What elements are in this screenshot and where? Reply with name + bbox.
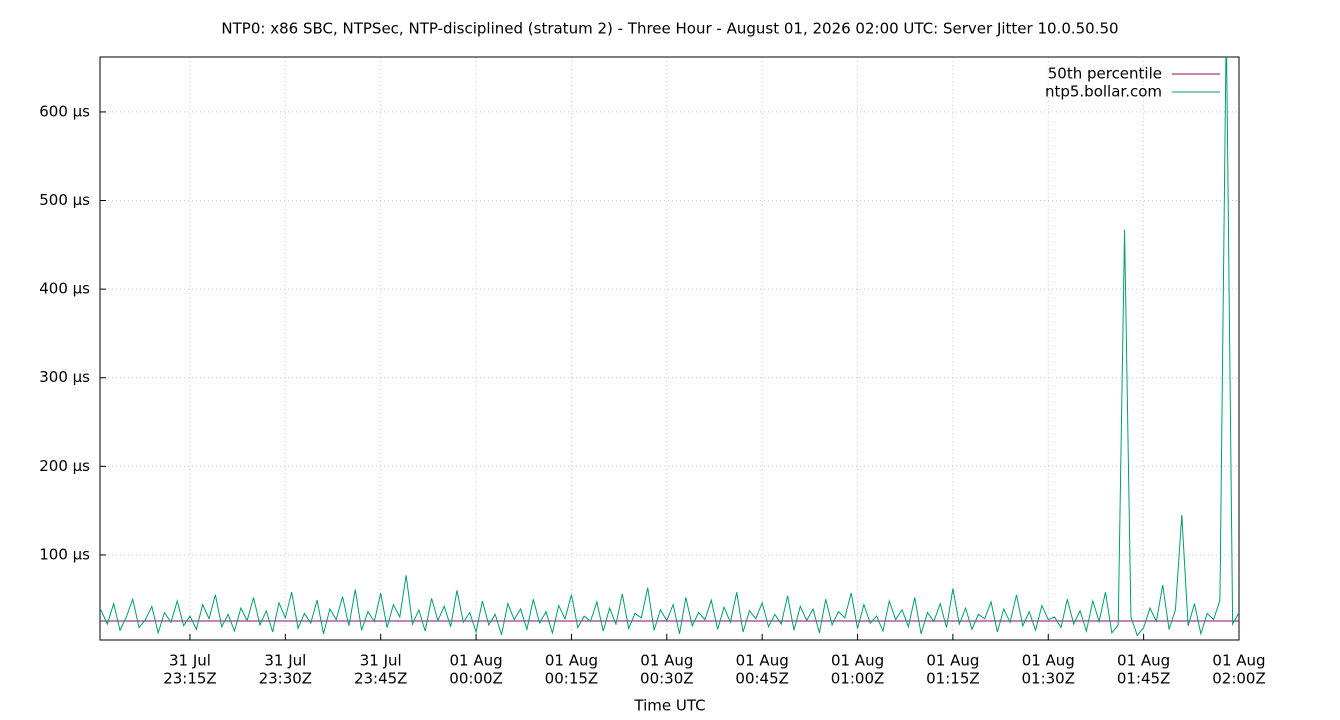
y-tick-label: 300 µs — [39, 368, 90, 386]
x-tick-label: 23:30Z — [259, 670, 313, 688]
x-tick-label: 01 Aug — [831, 652, 884, 670]
x-tick-label: 01:00Z — [831, 670, 885, 688]
x-tick-label: 01:45Z — [1117, 670, 1171, 688]
legend-label: 50th percentile — [1048, 65, 1162, 83]
y-tick-label: 600 µs — [39, 102, 90, 120]
y-tick-label: 500 µs — [39, 191, 90, 209]
x-tick-label: 01 Aug — [926, 652, 979, 670]
x-tick-label: 00:45Z — [735, 670, 789, 688]
x-tick-label: 31 Jul — [360, 652, 402, 670]
x-tick-label: 02:00Z — [1212, 670, 1266, 688]
x-tick-label: 01:15Z — [926, 670, 980, 688]
x-tick-label: 01 Aug — [1022, 652, 1075, 670]
x-tick-label: 01 Aug — [449, 652, 502, 670]
x-tick-label: 00:15Z — [545, 670, 599, 688]
x-tick-label: 31 Jul — [169, 652, 211, 670]
x-tick-label: 00:30Z — [640, 670, 694, 688]
data-line — [100, 57, 1239, 637]
x-tick-label: 23:15Z — [163, 670, 217, 688]
x-tick-label: 01 Aug — [736, 652, 789, 670]
x-tick-label: 01 Aug — [1117, 652, 1170, 670]
x-tick-label: 01 Aug — [1212, 652, 1265, 670]
x-tick-label: 01 Aug — [640, 652, 693, 670]
x-axis-label: Time UTC — [633, 697, 705, 715]
legend-label: ntp5.bollar.com — [1045, 83, 1162, 101]
x-tick-label: 23:45Z — [354, 670, 408, 688]
y-tick-label: 100 µs — [39, 545, 90, 563]
x-tick-label: 31 Jul — [264, 652, 306, 670]
x-tick-label: 01 Aug — [545, 652, 598, 670]
y-tick-label: 200 µs — [39, 457, 90, 475]
x-tick-label: 01:30Z — [1022, 670, 1076, 688]
y-tick-label: 400 µs — [39, 280, 90, 298]
chart-title: NTP0: x86 SBC, NTPSec, NTP-disciplined (… — [221, 20, 1118, 38]
x-tick-label: 00:00Z — [449, 670, 503, 688]
plot-frame — [99, 56, 1240, 641]
